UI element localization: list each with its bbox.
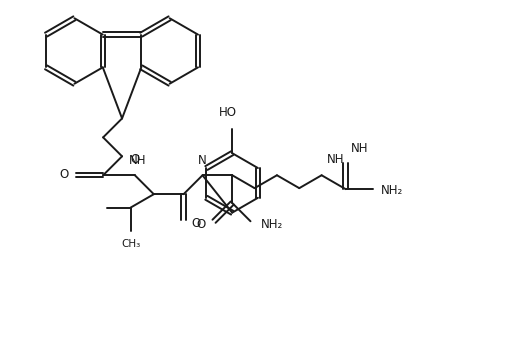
Text: O: O xyxy=(59,168,68,181)
Text: O: O xyxy=(196,218,206,231)
Text: O: O xyxy=(130,153,139,166)
Text: NH: NH xyxy=(350,143,368,155)
Text: HO: HO xyxy=(219,107,237,119)
Text: N: N xyxy=(198,154,207,167)
Text: NH₂: NH₂ xyxy=(381,184,403,197)
Text: NH: NH xyxy=(326,153,343,166)
Text: O: O xyxy=(191,217,200,230)
Text: NH: NH xyxy=(129,154,146,167)
Text: NH₂: NH₂ xyxy=(260,218,282,231)
Text: CH₃: CH₃ xyxy=(121,239,140,249)
